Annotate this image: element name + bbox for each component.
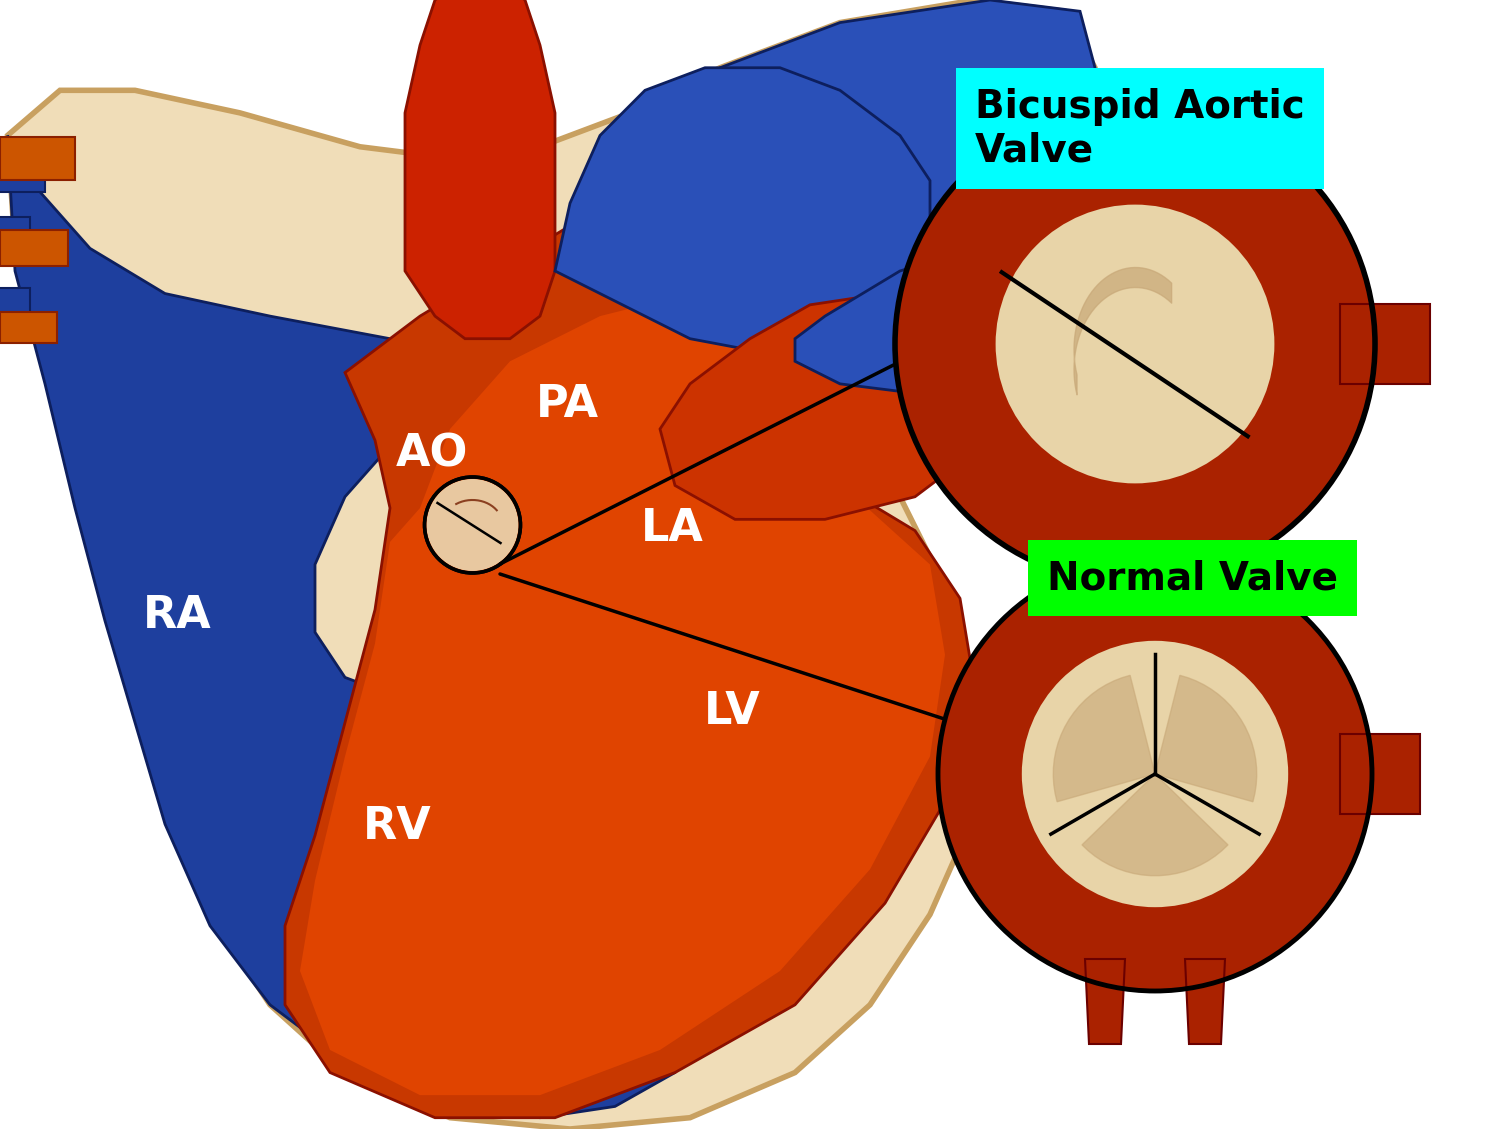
Polygon shape [0, 137, 75, 180]
Text: AO: AO [396, 432, 468, 475]
Text: RV: RV [363, 805, 432, 848]
Polygon shape [1185, 959, 1225, 1044]
Circle shape [996, 204, 1275, 483]
Polygon shape [0, 147, 45, 192]
Polygon shape [660, 0, 1095, 339]
Polygon shape [0, 217, 30, 257]
Text: RA: RA [142, 594, 211, 637]
Polygon shape [0, 230, 68, 266]
Polygon shape [285, 181, 975, 1118]
Polygon shape [1162, 549, 1208, 639]
Polygon shape [1155, 675, 1257, 802]
Polygon shape [1064, 549, 1107, 639]
Circle shape [938, 557, 1372, 991]
Polygon shape [1082, 774, 1228, 876]
Text: LA: LA [640, 507, 704, 550]
Polygon shape [1053, 675, 1155, 802]
Polygon shape [1340, 304, 1430, 384]
Circle shape [1022, 641, 1288, 908]
Text: Bicuspid Aortic
Valve: Bicuspid Aortic Valve [975, 88, 1305, 169]
Polygon shape [300, 294, 945, 1095]
Polygon shape [660, 294, 1005, 519]
Circle shape [896, 104, 1376, 584]
Text: LV: LV [704, 690, 760, 733]
Text: Normal Valve: Normal Valve [1047, 559, 1338, 597]
Circle shape [426, 479, 519, 571]
Polygon shape [405, 0, 555, 339]
Polygon shape [1340, 734, 1420, 814]
Polygon shape [8, 135, 735, 1118]
Polygon shape [1084, 959, 1125, 1044]
Text: PA: PA [536, 383, 598, 426]
Polygon shape [555, 68, 930, 350]
Polygon shape [795, 248, 1110, 395]
Polygon shape [0, 288, 30, 322]
Polygon shape [8, 0, 1095, 1129]
Polygon shape [0, 312, 57, 343]
